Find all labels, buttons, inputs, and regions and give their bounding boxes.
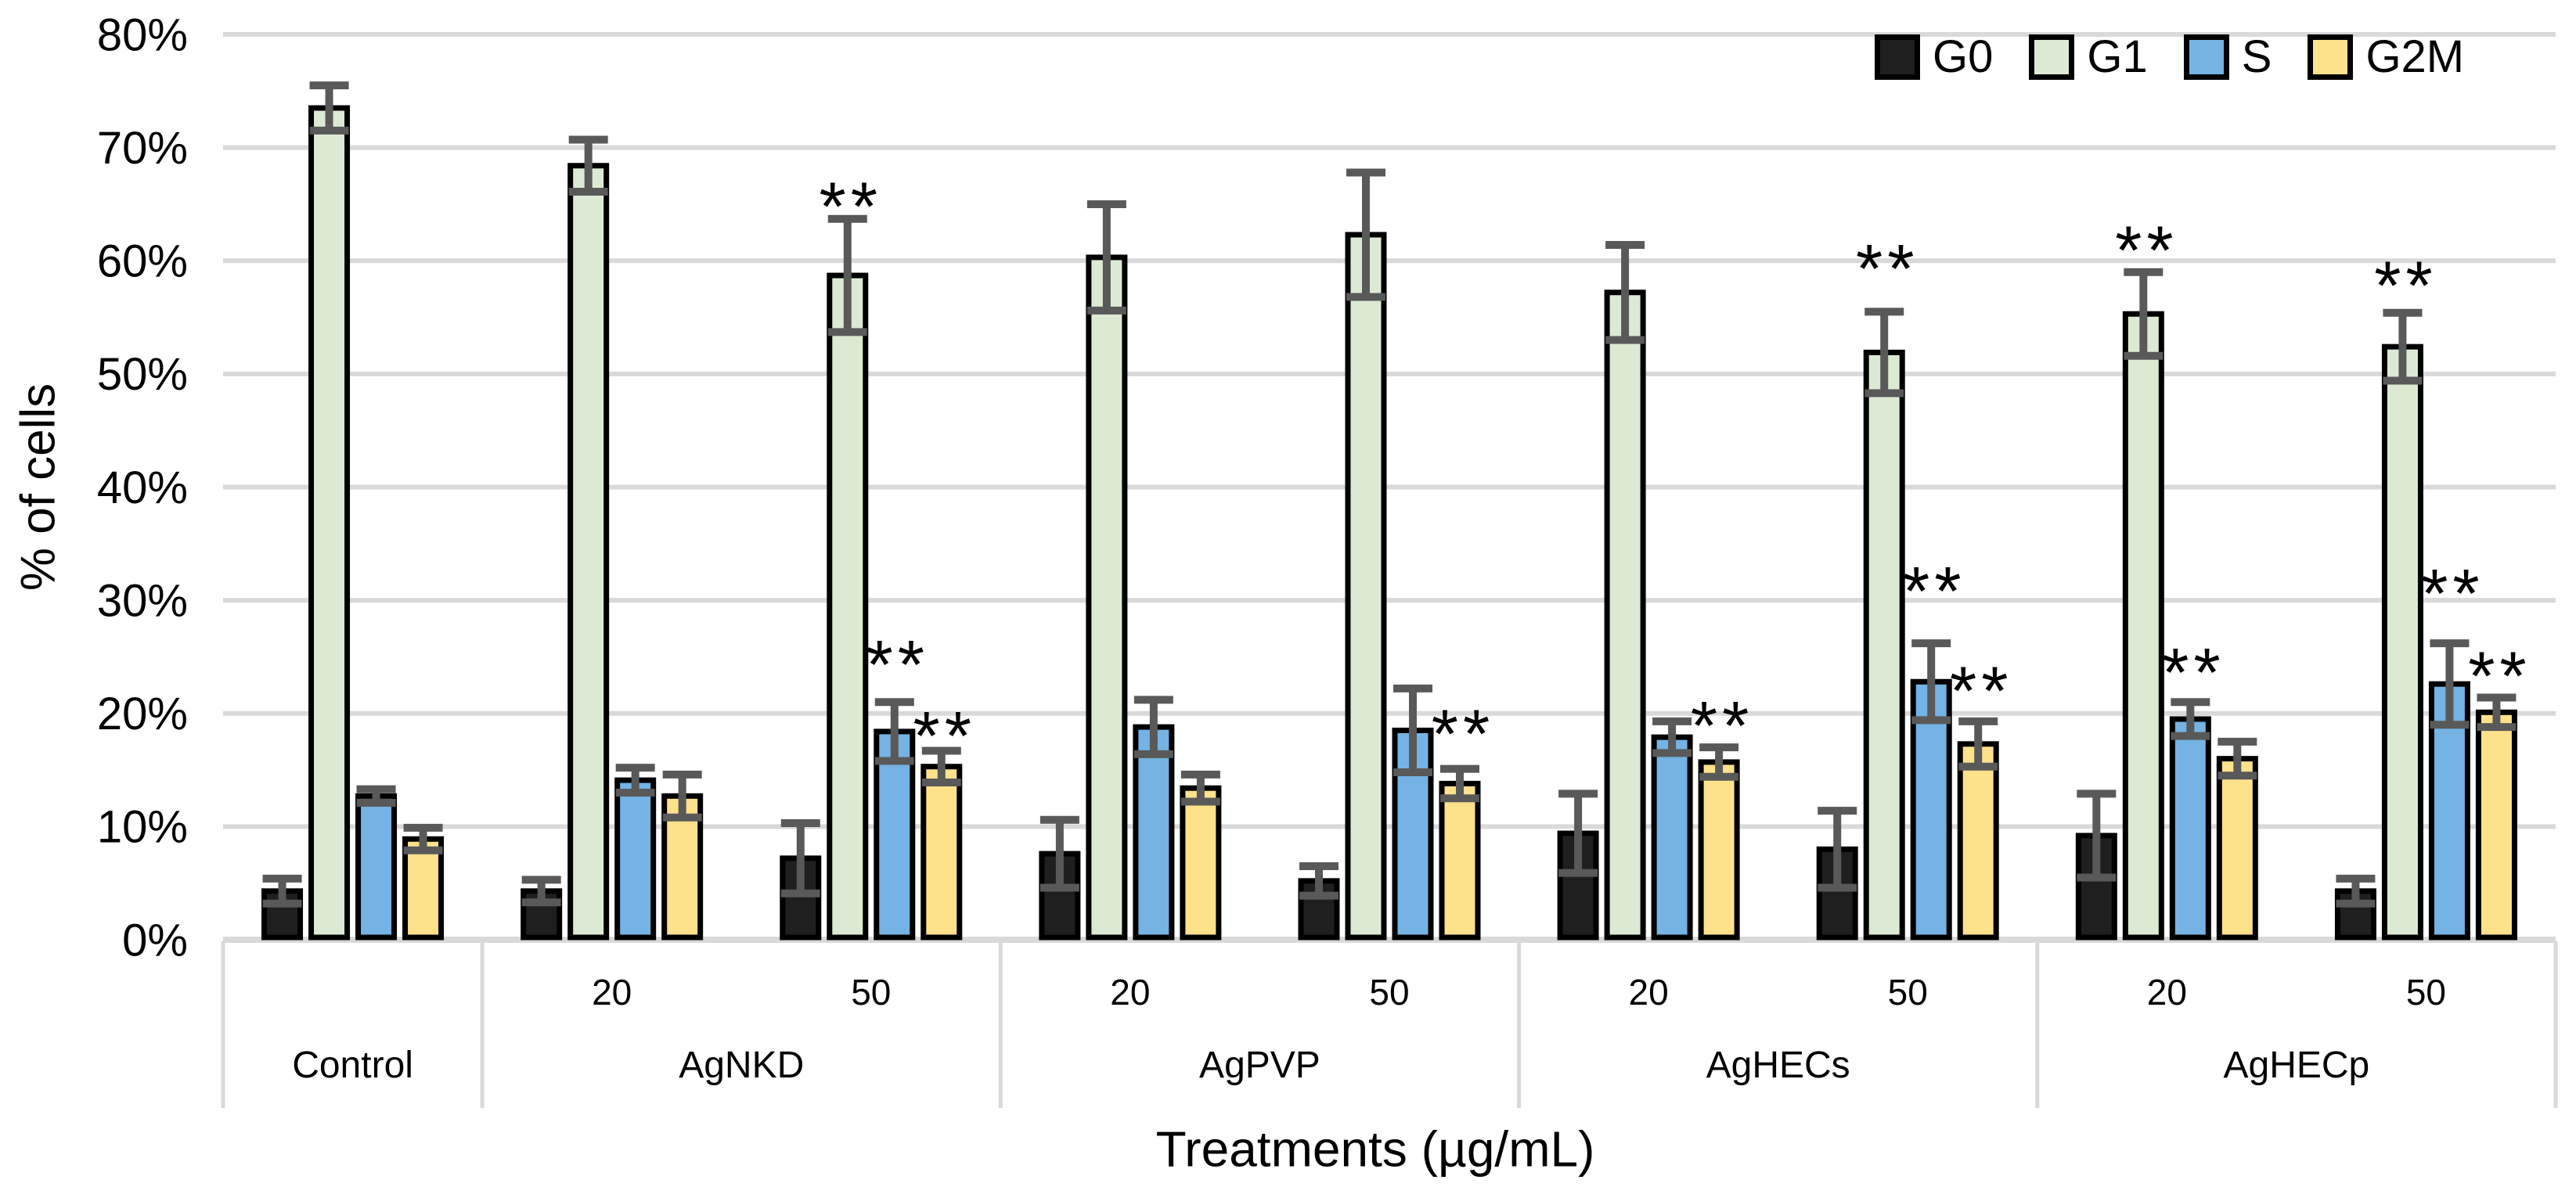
bar-g1 xyxy=(2122,311,2164,941)
x-axis-treatment-label: AgPVP xyxy=(1199,1045,1320,1086)
legend-label: G2M xyxy=(2365,31,2465,82)
bar-g2m xyxy=(1957,741,1999,941)
bar-g1 xyxy=(1345,232,1387,941)
x-axis-treatment-label: AgHECs xyxy=(1706,1045,1850,1086)
chart-legend: G0 G1 S G2M xyxy=(1875,34,2464,80)
x-axis-dose-label: 20 xyxy=(1629,972,1669,1013)
legend-item-s: S xyxy=(2183,31,2272,82)
significance-marker: ** xyxy=(1950,652,2013,729)
legend-label: S xyxy=(2241,31,2272,82)
bar-g1 xyxy=(308,105,351,941)
significance-marker: ** xyxy=(2468,637,2531,714)
legend-swatch-s xyxy=(2183,34,2229,80)
bar-g2m xyxy=(1439,780,1481,941)
significance-marker: ** xyxy=(2162,634,2225,711)
x-axis-dose-label: 50 xyxy=(1888,972,1928,1013)
significance-marker: ** xyxy=(913,697,977,775)
legend-item-g0: G0 xyxy=(1875,34,1993,80)
legend-swatch-g1 xyxy=(2029,34,2075,80)
bar-g2m xyxy=(1180,785,1222,941)
bar-s xyxy=(614,777,657,941)
legend-label: G0 xyxy=(1933,31,1994,82)
x-axis-dose-label: 50 xyxy=(1369,972,1409,1013)
y-axis-tick-label: 50% xyxy=(97,349,188,400)
significance-marker: ** xyxy=(1432,695,1495,772)
significance-marker: ** xyxy=(1856,229,1919,307)
y-axis-tick-label: 70% xyxy=(97,123,188,174)
legend-item-g2m: G2M xyxy=(2308,34,2464,80)
bar-g2m xyxy=(2216,756,2258,941)
significance-marker: ** xyxy=(820,167,883,245)
bar-g2m xyxy=(2475,709,2517,941)
x-axis-dose-label: 50 xyxy=(851,972,891,1013)
bar-s xyxy=(1910,678,1952,941)
x-axis-treatment-label: AgHECp xyxy=(2224,1045,2370,1086)
significance-marker: ** xyxy=(1903,552,1966,630)
x-axis-title: Treatments (µg/mL) xyxy=(1156,1120,1595,1177)
bar-s xyxy=(1651,734,1693,941)
y-axis-title: % of cells xyxy=(12,383,66,591)
legend-item-g1: G1 xyxy=(2029,31,2148,82)
y-axis-tick-label: 80% xyxy=(97,9,188,60)
x-axis-dose-label: 50 xyxy=(2406,972,2446,1013)
y-axis-tick-label: 20% xyxy=(97,689,188,739)
bar-g1 xyxy=(1863,349,1905,941)
x-axis-dose-label: 20 xyxy=(592,972,632,1013)
bar-g1 xyxy=(1604,290,1646,941)
y-axis-tick-label: 40% xyxy=(97,462,188,513)
x-axis-treatment-label: AgNKD xyxy=(679,1045,804,1086)
significance-marker: ** xyxy=(2374,246,2437,324)
legend-swatch-g2m xyxy=(2308,34,2354,80)
bar-g2m xyxy=(921,764,963,941)
bar-s xyxy=(355,793,398,941)
bar-g1 xyxy=(567,163,610,941)
y-axis-tick-label: 0% xyxy=(122,915,188,966)
significance-marker: ** xyxy=(866,626,930,703)
bar-g1 xyxy=(827,272,869,941)
bar-g1 xyxy=(2381,344,2423,941)
y-axis-tick-label: 10% xyxy=(97,802,188,853)
bar-s xyxy=(1133,724,1175,941)
significance-marker: ** xyxy=(2421,554,2484,631)
y-axis-tick-label: 30% xyxy=(97,575,188,626)
x-axis-treatment-label: Control xyxy=(292,1045,413,1086)
bar-s xyxy=(874,728,916,941)
bar-g1 xyxy=(1086,254,1128,941)
legend-swatch-g0 xyxy=(1875,34,1920,80)
legend-label: G1 xyxy=(2087,31,2148,82)
y-axis-tick-label: 60% xyxy=(97,236,188,287)
significance-marker: ** xyxy=(1691,687,1754,764)
significance-marker: ** xyxy=(2115,211,2178,289)
x-axis-dose-label: 20 xyxy=(2147,972,2187,1013)
x-axis-dose-label: 20 xyxy=(1110,972,1150,1013)
bar-g2m xyxy=(1698,759,1740,941)
bar-s xyxy=(2169,716,2211,941)
